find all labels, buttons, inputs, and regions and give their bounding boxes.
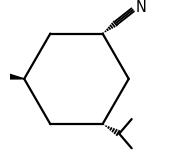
Text: N: N [135,0,146,16]
Polygon shape [4,73,24,79]
